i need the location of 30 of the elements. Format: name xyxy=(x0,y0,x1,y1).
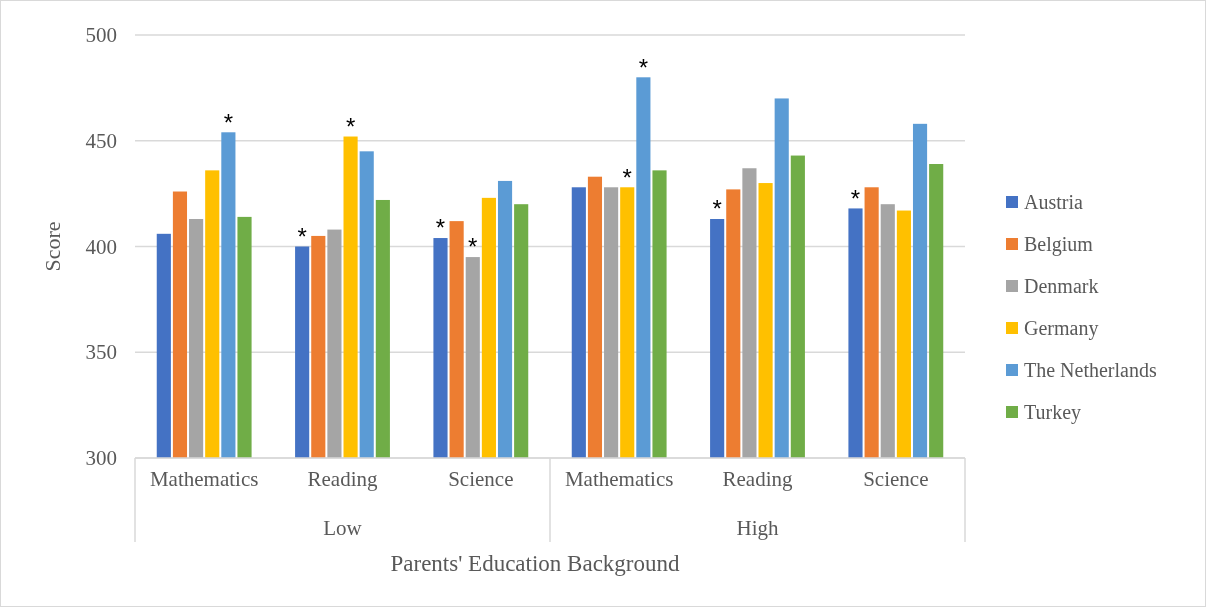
data-label: * xyxy=(638,53,649,81)
y-axis-title: Score xyxy=(40,221,65,272)
x-axis-title: Parents' Education Background xyxy=(390,551,680,576)
y-tick-label: 300 xyxy=(85,446,117,470)
x-tick-label: Reading xyxy=(722,467,793,491)
data-label: * xyxy=(712,195,722,223)
legend-label: Austria xyxy=(1024,191,1083,213)
x-tick-label: Mathematics xyxy=(564,467,674,491)
data-label: * xyxy=(622,163,632,191)
legend-label: Denmark xyxy=(1024,275,1099,297)
data-label: * xyxy=(297,222,307,250)
text: Low xyxy=(323,516,363,540)
y-tick-label: 500 xyxy=(85,23,117,47)
legend-label: Germany xyxy=(1024,317,1099,340)
text: High xyxy=(736,516,779,540)
x-tick-label: Science xyxy=(448,467,514,491)
data-label: * xyxy=(850,184,861,212)
x-tick-label: Mathematics xyxy=(149,467,259,491)
data-label: * xyxy=(345,112,356,140)
data-label: * xyxy=(435,214,446,242)
legend-label: The Netherlands xyxy=(1024,359,1157,381)
data-label: * xyxy=(468,233,478,261)
y-tick-label: 450 xyxy=(85,128,117,153)
y-tick-label: 400 xyxy=(85,234,117,259)
data-label: * xyxy=(223,108,234,136)
x-tick-label: Reading xyxy=(307,467,378,491)
legend-label: Belgium xyxy=(1024,233,1094,256)
legend-label: Turkey xyxy=(1024,401,1082,424)
y-tick-label: 350 xyxy=(85,340,117,365)
x-tick-label: Science xyxy=(863,467,929,491)
